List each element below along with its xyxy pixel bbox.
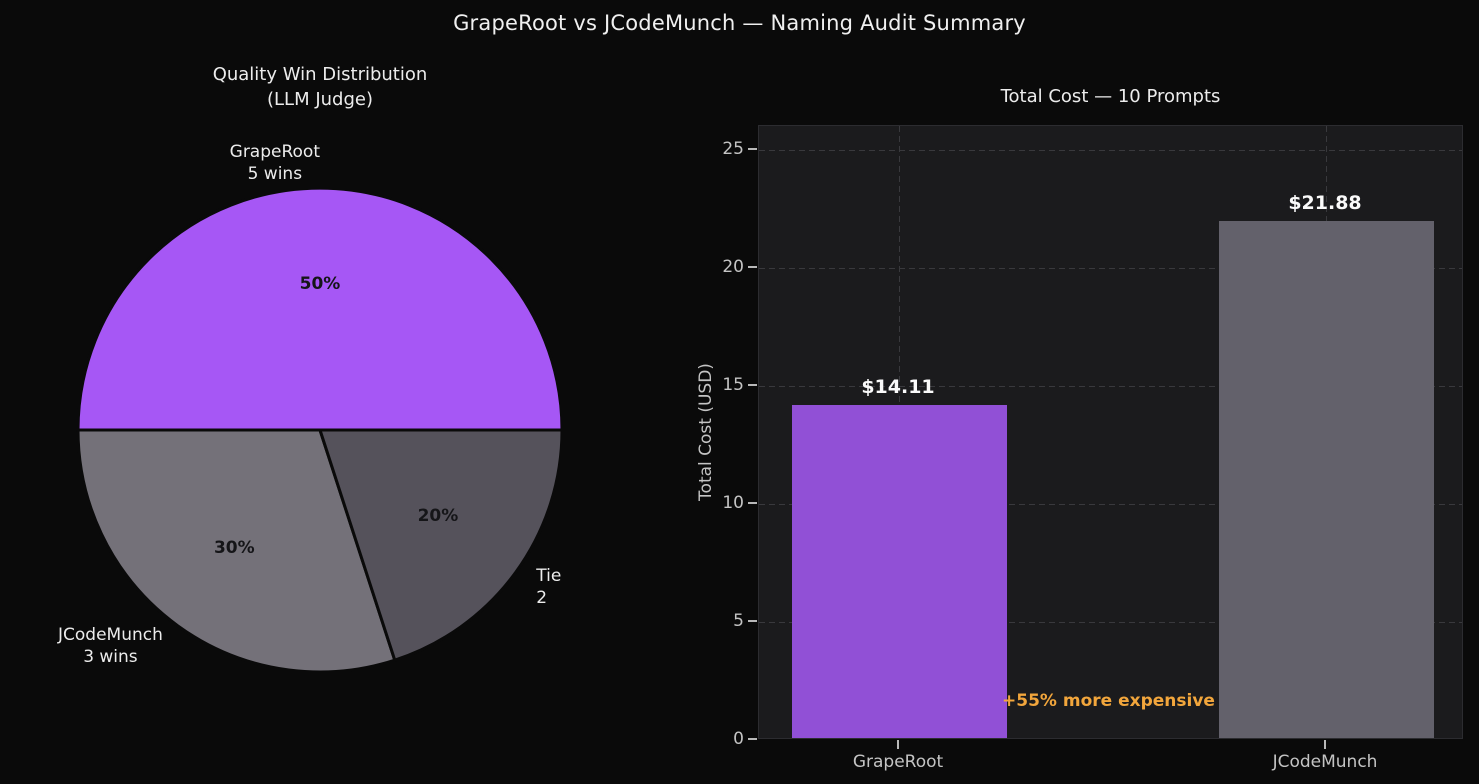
pie-title: Quality Win Distribution (LLM Judge) — [70, 62, 570, 112]
ytick-mark-20 — [748, 265, 757, 268]
pie-slice-tie — [317, 428, 564, 663]
ytick-label-0: 0 — [733, 729, 744, 749]
pie-pct-label-jcodemunch: 30% — [213, 537, 255, 558]
bar-title: Total Cost — 10 Prompts — [1000, 86, 1221, 107]
gridline-y-5 — [759, 621, 1462, 623]
cost-annotation: +55% more expensive — [1002, 691, 1215, 711]
bar-jcodemunch — [1218, 221, 1434, 738]
xtick-label-graperoot: GrapeRoot — [852, 752, 944, 772]
ytick-label-15: 15 — [722, 374, 744, 395]
ytick-label-10: 10 — [722, 492, 744, 513]
bar-value-label-graperoot: $14.11 — [861, 375, 935, 398]
xtick-mark-graperoot — [897, 740, 899, 749]
pie-pct-label-graperoot: 50% — [299, 274, 341, 295]
pie-pct-label-tie: 20% — [417, 505, 459, 526]
ytick-mark-5 — [748, 619, 757, 622]
xtick-mark-jcodemunch — [1324, 740, 1326, 749]
gridline-y-15 — [759, 385, 1462, 387]
pie-slice-label-tie: Tie 2 — [536, 566, 562, 609]
pie-slice-label-graperoot: GrapeRoot 5 wins — [229, 141, 320, 184]
gridline-y-25 — [759, 149, 1462, 151]
ytick-mark-15 — [748, 383, 757, 386]
ytick-label-5: 5 — [733, 610, 744, 631]
bar-graperoot — [791, 404, 1007, 738]
gridline-y-10 — [759, 503, 1462, 505]
pie-slice-jcodemunch — [76, 428, 397, 674]
bar-value-label-jcodemunch: $21.88 — [1288, 192, 1362, 215]
xtick-label-jcodemunch: JCodeMunch — [1272, 752, 1378, 772]
bar-plot-area — [758, 125, 1463, 739]
pie-chart — [76, 186, 564, 674]
ytick-mark-10 — [748, 501, 757, 504]
pie-slice-graperoot — [76, 186, 564, 432]
ytick-label-20: 20 — [722, 256, 744, 277]
pie-title-line1: Quality Win Distribution — [212, 64, 428, 85]
ytick-mark-0 — [748, 738, 757, 740]
pie-slice-label-jcodemunch: JCodeMunch 3 wins — [58, 625, 163, 668]
ytick-label-25: 25 — [722, 138, 744, 159]
pie-title-line2: (LLM Judge) — [267, 89, 373, 110]
gridline-y-20 — [759, 267, 1462, 269]
ytick-mark-25 — [748, 147, 757, 150]
figure-title: GrapeRoot vs JCodeMunch — Naming Audit S… — [453, 11, 1026, 35]
y-axis-label: Total Cost (USD) — [696, 363, 716, 501]
